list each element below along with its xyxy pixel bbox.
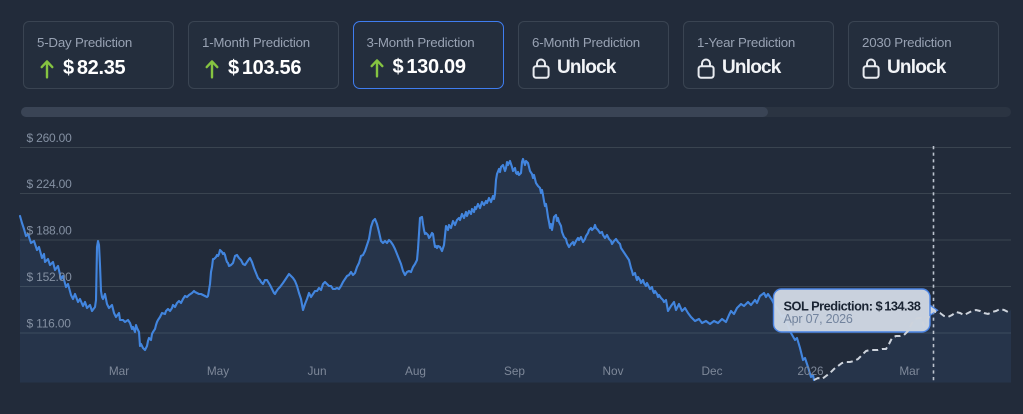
svg-text:$ 116.00: $ 116.00 bbox=[27, 316, 72, 330]
svg-text:Nov: Nov bbox=[603, 364, 624, 378]
svg-text:$ 224.00: $ 224.00 bbox=[27, 177, 73, 191]
svg-text:$ 260.00: $ 260.00 bbox=[27, 131, 73, 145]
svg-text:Mar: Mar bbox=[899, 364, 919, 378]
svg-text:SOL Prediction: $ 134.38: SOL Prediction: $ 134.38 bbox=[784, 299, 921, 314]
svg-text:$ 152.00: $ 152.00 bbox=[27, 270, 73, 284]
svg-text:May: May bbox=[207, 364, 229, 378]
svg-text:Mar: Mar bbox=[109, 364, 129, 378]
svg-text:Dec: Dec bbox=[702, 364, 723, 378]
svg-text:2026: 2026 bbox=[797, 364, 824, 378]
svg-text:Sep: Sep bbox=[504, 364, 525, 378]
svg-text:$ 188.00: $ 188.00 bbox=[27, 223, 73, 237]
svg-text:Aug: Aug bbox=[405, 364, 426, 378]
svg-text:Jun: Jun bbox=[307, 364, 326, 378]
svg-text:Apr 07, 2026: Apr 07, 2026 bbox=[784, 312, 853, 326]
